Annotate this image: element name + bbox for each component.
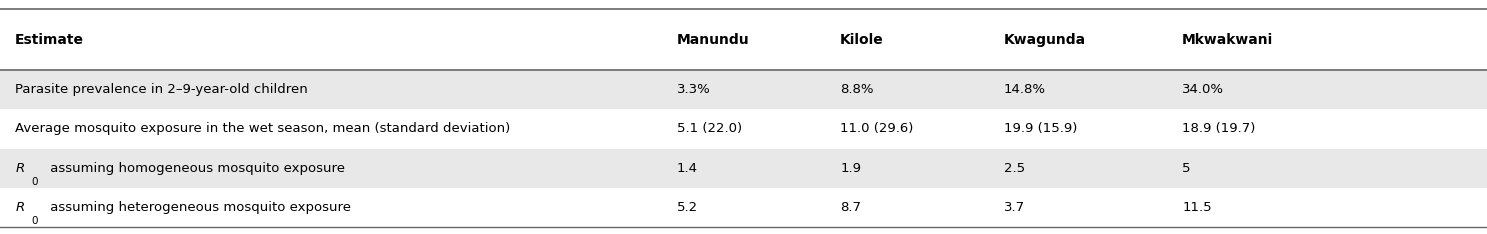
- Text: 18.9 (19.7): 18.9 (19.7): [1182, 122, 1255, 135]
- Text: 2.5: 2.5: [1004, 162, 1025, 175]
- Text: 34.0%: 34.0%: [1182, 83, 1224, 96]
- Text: 11.0 (29.6): 11.0 (29.6): [840, 122, 913, 135]
- Text: Parasite prevalence in 2–9-year-old children: Parasite prevalence in 2–9-year-old chil…: [15, 83, 308, 96]
- Bar: [0, 149, 1487, 188]
- Text: Kilole: Kilole: [840, 33, 883, 47]
- Text: 5: 5: [1182, 162, 1191, 175]
- Text: 19.9 (15.9): 19.9 (15.9): [1004, 122, 1077, 135]
- Text: 14.8%: 14.8%: [1004, 83, 1045, 96]
- Text: Manundu: Manundu: [677, 33, 749, 47]
- Text: Kwagunda: Kwagunda: [1004, 33, 1086, 47]
- Text: $\mathit{0}$: $\mathit{0}$: [31, 175, 39, 187]
- Text: 1.4: 1.4: [677, 162, 697, 175]
- Text: $\mathit{R}$: $\mathit{R}$: [15, 201, 25, 214]
- Text: 3.7: 3.7: [1004, 201, 1025, 214]
- Text: 8.7: 8.7: [840, 201, 861, 214]
- Text: 8.8%: 8.8%: [840, 83, 874, 96]
- Text: 11.5: 11.5: [1182, 201, 1212, 214]
- Text: assuming homogeneous mosquito exposure: assuming homogeneous mosquito exposure: [46, 162, 345, 175]
- Text: 3.3%: 3.3%: [677, 83, 711, 96]
- Bar: [0, 70, 1487, 110]
- Text: Mkwakwani: Mkwakwani: [1182, 33, 1273, 47]
- Text: assuming heterogeneous mosquito exposure: assuming heterogeneous mosquito exposure: [46, 201, 351, 214]
- Text: 5.2: 5.2: [677, 201, 697, 214]
- Text: $\mathit{R}$: $\mathit{R}$: [15, 162, 25, 175]
- Text: Estimate: Estimate: [15, 33, 83, 47]
- Text: $\mathit{0}$: $\mathit{0}$: [31, 214, 39, 226]
- Text: 5.1 (22.0): 5.1 (22.0): [677, 122, 742, 135]
- Text: 1.9: 1.9: [840, 162, 861, 175]
- Text: Average mosquito exposure in the wet season, mean (standard deviation): Average mosquito exposure in the wet sea…: [15, 122, 510, 135]
